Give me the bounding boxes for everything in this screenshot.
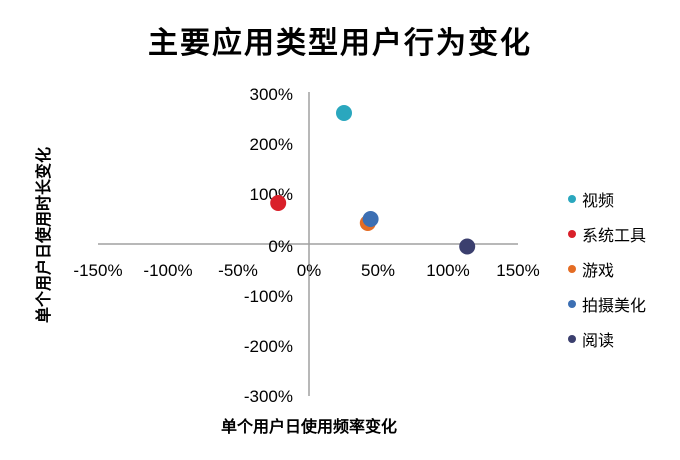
y-tick-label: 300% — [250, 85, 293, 104]
legend-dot-icon — [568, 194, 576, 203]
y-axis-label: 单个用户日使用时长变化 — [34, 147, 53, 324]
legend-dot-icon — [568, 334, 576, 343]
x-tick-label: -150% — [73, 261, 122, 280]
legend-dot-icon — [568, 229, 576, 238]
data-point-3 — [362, 211, 379, 227]
data-point-0 — [336, 105, 352, 121]
y-tick-label: 200% — [250, 135, 293, 154]
y-tick-label: 0% — [268, 237, 293, 256]
x-tick-label: 150% — [496, 261, 539, 280]
data-point-1 — [270, 195, 287, 211]
x-tick-label: 50% — [361, 261, 395, 280]
x-tick-label: -50% — [218, 261, 258, 280]
data-point-4 — [459, 238, 476, 255]
y-tick-label: -200% — [244, 337, 293, 356]
legend-item-games: 游戏 — [568, 251, 678, 286]
x-axis-label: 单个用户日使用频率变化 — [220, 417, 397, 436]
legend-item-video: 视频 — [568, 181, 678, 216]
legend-label: 阅读 — [582, 330, 615, 350]
legend-item-reading: 阅读 — [568, 321, 678, 356]
legend-label: 系统工具 — [582, 225, 647, 245]
y-tick-label: -100% — [244, 287, 293, 306]
legend: 视频 系统工具 游戏 拍摄美化 阅读 — [568, 181, 678, 356]
chart-title: 主要应用类型用户行为变化 — [148, 26, 532, 61]
legend-dot-icon — [568, 299, 576, 308]
legend-item-photo-beauty: 拍摄美化 — [568, 286, 678, 321]
legend-dot-icon — [568, 264, 576, 273]
legend-label: 视频 — [582, 190, 615, 210]
legend-label: 游戏 — [582, 260, 615, 280]
x-tick-label: 0% — [297, 261, 322, 280]
x-tick-label: -100% — [143, 261, 192, 280]
y-tick-label: -300% — [244, 387, 293, 406]
legend-item-system-tools: 系统工具 — [568, 216, 678, 251]
data-points — [270, 105, 476, 255]
legend-label: 拍摄美化 — [582, 295, 647, 315]
x-tick-label: 100% — [426, 261, 469, 280]
